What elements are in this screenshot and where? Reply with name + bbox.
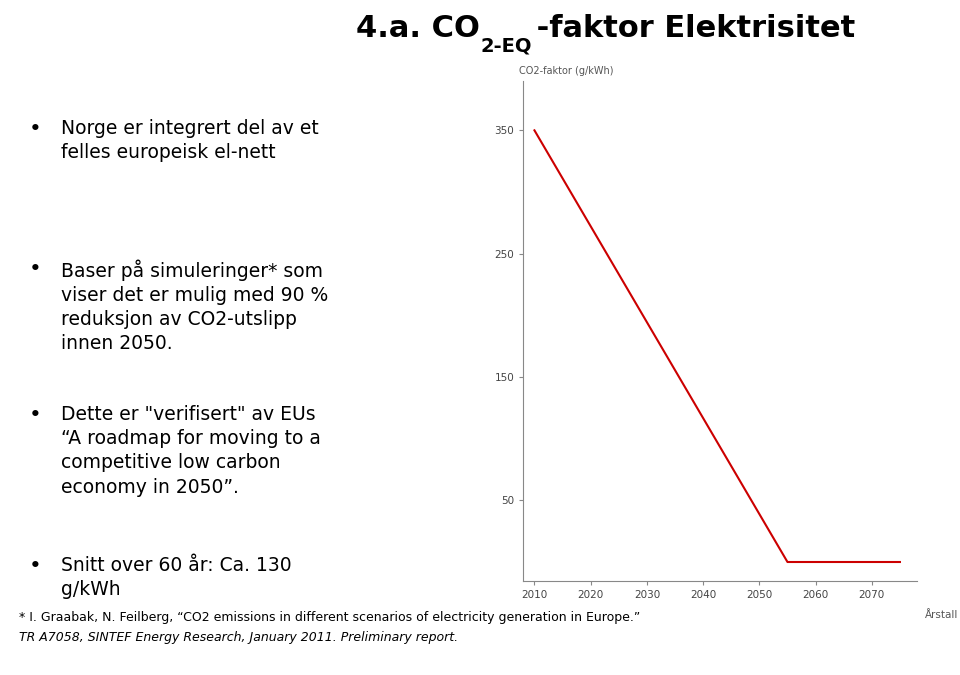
Text: TR A7058, SINTEF Energy Research, January 2011. Preliminary report.: TR A7058, SINTEF Energy Research, Januar… bbox=[19, 631, 458, 644]
Text: •: • bbox=[29, 405, 41, 425]
Text: •: • bbox=[29, 259, 41, 279]
Text: CO2-faktor (g/kWh): CO2-faktor (g/kWh) bbox=[519, 66, 613, 76]
Text: Baser på simuleringer* som
viser det er mulig med 90 %
reduksjon av CO2-utslipp
: Baser på simuleringer* som viser det er … bbox=[60, 259, 328, 354]
Text: * I. Graabak, N. Feilberg, “CO2 emissions in different scenarios of electricity : * I. Graabak, N. Feilberg, “CO2 emission… bbox=[19, 611, 640, 624]
Text: Dette er "verifisert" av EUs
“A roadmap for moving to a
competitive low carbon
e: Dette er "verifisert" av EUs “A roadmap … bbox=[60, 405, 321, 497]
Text: Årstall: Årstall bbox=[924, 610, 958, 620]
Text: Snitt over 60 år: Ca. 130
g/kWh: Snitt over 60 år: Ca. 130 g/kWh bbox=[60, 556, 291, 599]
Text: 2-EQ: 2-EQ bbox=[480, 37, 532, 56]
Text: Norge er integrert del av et
felles europeisk el-nett: Norge er integrert del av et felles euro… bbox=[60, 119, 319, 162]
Text: •: • bbox=[29, 556, 41, 576]
Text: •: • bbox=[29, 119, 41, 139]
Text: 4.a. CO: 4.a. CO bbox=[356, 14, 480, 43]
Text: -faktor Elektrisitet: -faktor Elektrisitet bbox=[526, 14, 855, 43]
